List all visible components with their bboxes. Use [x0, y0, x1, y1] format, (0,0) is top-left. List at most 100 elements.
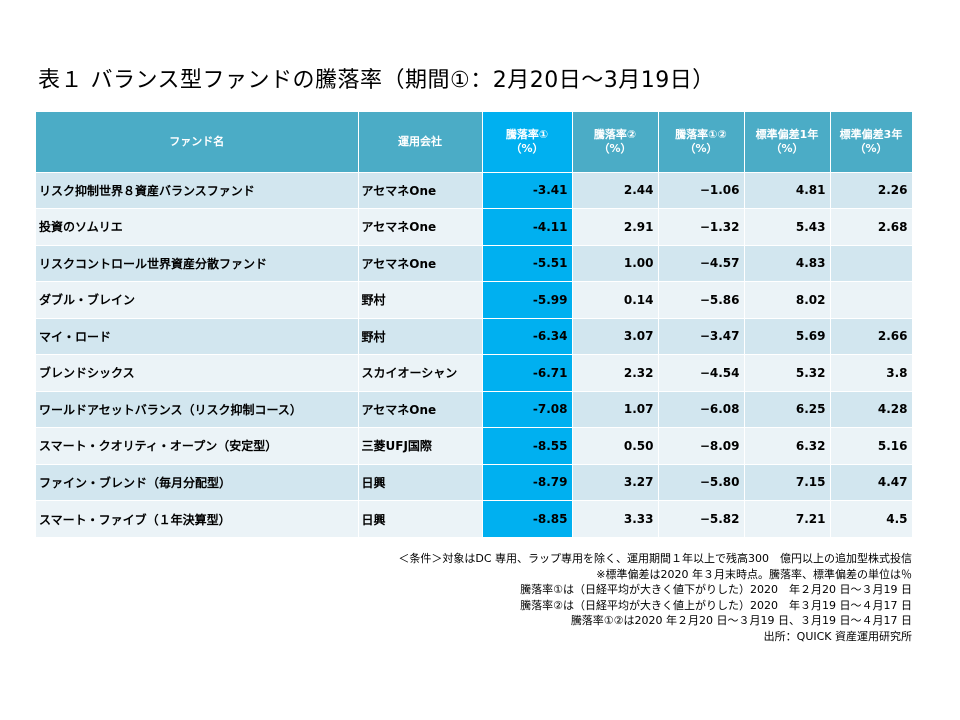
- column-header: 標準偏差3年 （%）: [830, 112, 913, 172]
- return1-cell: -6.71: [482, 354, 573, 391]
- table-row: リスク抑制世界８資産バランスファンド アセマネOne -3.41 2.44 −1.06 4…: [36, 171, 913, 209]
- return12-cell: −1.06: [658, 171, 745, 209]
- stddev1y-cell: 4.81: [744, 171, 831, 209]
- return2-cell: 0.50: [572, 427, 659, 464]
- stddev3y-cell: 2.26: [830, 171, 913, 209]
- table-row: ブレンドシックス スカイオーシャン -6.71 2.32 −4.54 5.32 3.8: [36, 354, 913, 391]
- return12-cell: −4.54: [658, 354, 745, 391]
- stddev1y-cell: 4.83: [744, 244, 831, 282]
- table-row: ダブル・ブレイン 野村 -5.99 0.14 −5.86 8.02: [36, 281, 913, 318]
- table-row: 投資のソムリエ アセマネOne -4.11 2.91 −1.32 5.43 2.68: [36, 208, 913, 245]
- fund-name-cell: ブレンドシックス: [36, 354, 359, 391]
- stddev3y-cell: [830, 281, 913, 318]
- column-header-unit: （%）: [684, 141, 718, 155]
- company-cell: 野村: [358, 317, 483, 355]
- company-cell: 三菱UFJ国際: [358, 427, 483, 464]
- company-cell: アセマネOne: [358, 208, 483, 245]
- column-header-label: 騰落率①②: [675, 127, 727, 141]
- column-header-label: ファンド名: [169, 134, 225, 148]
- footnote-line: ＜条件＞対象はDC 専用、ラップ専用を除く、運用期間１年以上で残高300 億円以…: [398, 552, 912, 565]
- column-header-unit: （%）: [770, 141, 804, 155]
- footnote-line: 騰落率②は（日経平均が大きく値上がりした）2020 年３月19 日～４月17 日: [520, 598, 912, 612]
- return2-cell: 2.44: [572, 171, 659, 209]
- stddev3y-cell: 2.68: [830, 208, 913, 245]
- table-row: リスクコントロール世界資産分散ファンド アセマネOne -5.51 1.00 −4.57…: [36, 244, 913, 282]
- column-header-label: 騰落率①: [505, 127, 549, 141]
- table-row: スマート・クオリティ・オープン（安定型） 三菱UFJ国際 -8.55 0.50 −8.0…: [36, 427, 913, 464]
- footnote-line: 騰落率①②は2020 年２月20 日～３月19 日、３月19 日～４月17 日: [570, 614, 912, 627]
- return12-cell: −8.09: [658, 427, 745, 464]
- stddev3y-cell: 4.5: [830, 500, 913, 537]
- stddev1y-cell: 6.32: [744, 427, 831, 464]
- stddev3y-cell: 3.8: [830, 354, 913, 391]
- column-header: 騰落率①② （%）: [658, 112, 745, 172]
- return12-cell: −5.80: [658, 463, 745, 501]
- return2-cell: 1.07: [572, 390, 659, 428]
- company-cell: 日興: [358, 463, 483, 501]
- fund-name-cell: 投資のソムリエ: [36, 208, 359, 245]
- stddev1y-cell: 5.32: [744, 354, 831, 391]
- company-cell: スカイオーシャン: [358, 354, 483, 391]
- column-header-unit: （%）: [598, 141, 632, 155]
- return12-cell: −6.08: [658, 390, 745, 428]
- footnote-line: ※標準偏差は2020 年３月末時点。騰落率、標準偏差の単位は％: [596, 567, 912, 581]
- column-header: 運用会社: [358, 112, 483, 172]
- company-cell: アセマネOne: [358, 171, 483, 209]
- column-header-label: 標準偏差3年: [839, 127, 903, 141]
- return12-cell: −5.86: [658, 281, 745, 318]
- footnote-line: 出所：QUICK 資産運用研究所: [763, 629, 912, 643]
- column-header-label: 騰落率②: [593, 127, 637, 141]
- column-header-unit: （%）: [510, 141, 544, 155]
- fund-name-cell: ワールドアセットバランス（リスク抑制コース）: [36, 390, 359, 428]
- company-cell: アセマネOne: [358, 244, 483, 282]
- return12-cell: −3.47: [658, 317, 745, 355]
- return12-cell: −5.82: [658, 500, 745, 537]
- return12-cell: −4.57: [658, 244, 745, 282]
- column-header: 標準偏差1年 （%）: [744, 112, 831, 172]
- fund-name-cell: ダブル・ブレイン: [36, 281, 359, 318]
- return2-cell: 2.91: [572, 208, 659, 245]
- fund-table: ファンド名 運用会社 騰落率① （%） 騰落率② （%） 騰落率①② （%） 標準偏差1年 （%）…: [36, 112, 913, 537]
- return2-cell: 1.00: [572, 244, 659, 282]
- table-row: スマート・ファイブ（１年決算型） 日興 -8.85 3.33 −5.82 7.21 4.5: [36, 500, 913, 537]
- fund-name-cell: リスクコントロール世界資産分散ファンド: [36, 244, 359, 282]
- return1-cell: -8.55: [482, 427, 573, 464]
- fund-name-cell: リスク抑制世界８資産バランスファンド: [36, 171, 359, 209]
- stddev1y-cell: 5.69: [744, 317, 831, 355]
- stddev1y-cell: 7.15: [744, 463, 831, 501]
- column-header-label: 運用会社: [398, 134, 442, 148]
- return1-cell: -8.79: [482, 463, 573, 501]
- return1-cell: -6.34: [482, 317, 573, 355]
- column-header-unit: （%）: [854, 141, 888, 155]
- stddev1y-cell: 8.02: [744, 281, 831, 318]
- return2-cell: 2.32: [572, 354, 659, 391]
- company-cell: 野村: [358, 281, 483, 318]
- column-header: 騰落率① （%）: [482, 112, 573, 172]
- return1-cell: -7.08: [482, 390, 573, 428]
- stddev1y-cell: 5.43: [744, 208, 831, 245]
- footnote-line: 騰落率①は（日経平均が大きく値下がりした）2020 年２月20 日～３月19 日: [520, 583, 912, 596]
- footnotes: ＜条件＞対象はDC 専用、ラップ専用を除く、運用期間１年以上で残高300 億円以…: [398, 551, 912, 644]
- return2-cell: 3.27: [572, 463, 659, 501]
- stddev3y-cell: 5.16: [830, 427, 913, 464]
- column-header-label: 標準偏差1年: [755, 127, 819, 141]
- table-header-row: ファンド名 運用会社 騰落率① （%） 騰落率② （%） 騰落率①② （%） 標準偏差1年 （%）…: [36, 112, 913, 172]
- stddev1y-cell: 7.21: [744, 500, 831, 537]
- fund-name-cell: マイ・ロード: [36, 317, 359, 355]
- fund-name-cell: スマート・クオリティ・オープン（安定型）: [36, 427, 359, 464]
- table-row: マイ・ロード 野村 -6.34 3.07 −3.47 5.69 2.66: [36, 317, 913, 355]
- return2-cell: 3.33: [572, 500, 659, 537]
- fund-table-container: ファンド名 運用会社 騰落率① （%） 騰落率② （%） 騰落率①② （%） 標準偏差1年 （%）…: [36, 112, 913, 537]
- company-cell: アセマネOne: [358, 390, 483, 428]
- company-cell: 日興: [358, 500, 483, 537]
- return1-cell: -4.11: [482, 208, 573, 245]
- table-body: リスク抑制世界８資産バランスファンド アセマネOne -3.41 2.44 −1.06 4…: [36, 171, 913, 537]
- return2-cell: 0.14: [572, 281, 659, 318]
- stddev3y-cell: 4.47: [830, 463, 913, 501]
- stddev3y-cell: 2.66: [830, 317, 913, 355]
- stddev3y-cell: [830, 244, 913, 282]
- page-title: 表１ バランス型ファンドの騰落率（期間①：2月20日～3月19日）: [38, 68, 715, 93]
- stddev1y-cell: 6.25: [744, 390, 831, 428]
- column-header: ファンド名: [36, 112, 359, 172]
- return1-cell: -8.85: [482, 500, 573, 537]
